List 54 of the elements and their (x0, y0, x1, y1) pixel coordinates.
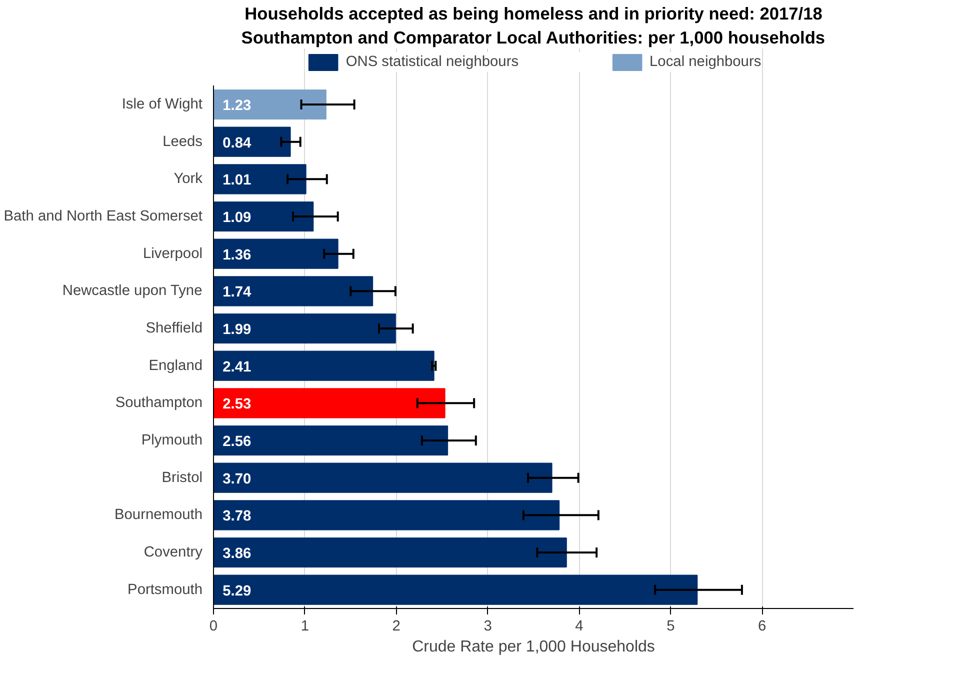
y-tick-label: Plymouth (141, 432, 203, 448)
x-tick-label: 0 (209, 618, 218, 634)
y-tick-label: York (174, 171, 204, 188)
data-label: 1.36 (222, 247, 252, 264)
data-label: 1.74 (222, 284, 252, 301)
x-tick-label: 4 (575, 618, 584, 634)
bar (214, 425, 448, 456)
data-label: 2.53 (222, 396, 252, 413)
data-label: 1.01 (222, 172, 252, 189)
bar (214, 276, 374, 306)
bar (214, 313, 396, 344)
x-tick-label: 6 (758, 618, 766, 634)
y-tick-label: England (148, 358, 203, 374)
data-label: 2.56 (222, 434, 252, 450)
x-axis-title: Crude Rate per 1,000 Households (412, 638, 655, 656)
data-label: 0.84 (222, 135, 252, 152)
y-tick-label: Bournemouth (114, 507, 203, 524)
bar (214, 89, 326, 120)
x-tick-label: 3 (484, 618, 492, 634)
bar (214, 350, 434, 381)
bar (214, 574, 698, 605)
data-label: 3.86 (222, 546, 252, 562)
bar (214, 126, 291, 157)
bar (214, 500, 560, 530)
x-tick-label: 2 (392, 618, 400, 634)
y-tick-label: Sheffield (146, 320, 203, 336)
bar (214, 462, 552, 493)
y-tick-label: Portsmouth (128, 582, 203, 598)
bar (214, 164, 306, 194)
bar (214, 537, 567, 568)
y-tick-label: Coventry (144, 544, 204, 560)
legend-label: ONS statistical neighbours (346, 54, 519, 70)
data-label: 3.70 (222, 471, 252, 488)
data-label: 1.23 (222, 98, 252, 114)
data-label: 1.09 (222, 210, 252, 226)
bar (214, 238, 338, 269)
data-label: 3.78 (222, 508, 252, 525)
y-tick-label: Leeds (162, 134, 203, 150)
chart-subtitle: Southampton and Comparator Local Authorities: per 1,000 households (241, 28, 826, 48)
x-tick-label: 5 (666, 618, 675, 634)
y-tick-label: Bristol (162, 470, 203, 486)
y-tick-label: Liverpool (143, 246, 203, 262)
chart-title: Households accepted as being homeless and in priority need: 2017/18 (244, 4, 823, 24)
y-tick-label: Newcastle upon Tyne (62, 283, 202, 300)
data-label: 1.99 (222, 322, 252, 338)
data-label: 5.29 (222, 583, 252, 600)
data-label: 2.41 (222, 359, 252, 376)
bar (214, 201, 314, 232)
y-tick-label: Isle of Wight (122, 96, 203, 112)
y-tick-label: Southampton (115, 395, 202, 412)
legend-label: Local neighbours (650, 54, 762, 70)
x-tick-label: 1 (300, 618, 310, 634)
y-tick-label: Bath and North East Somerset (4, 208, 203, 224)
bar (214, 388, 446, 418)
